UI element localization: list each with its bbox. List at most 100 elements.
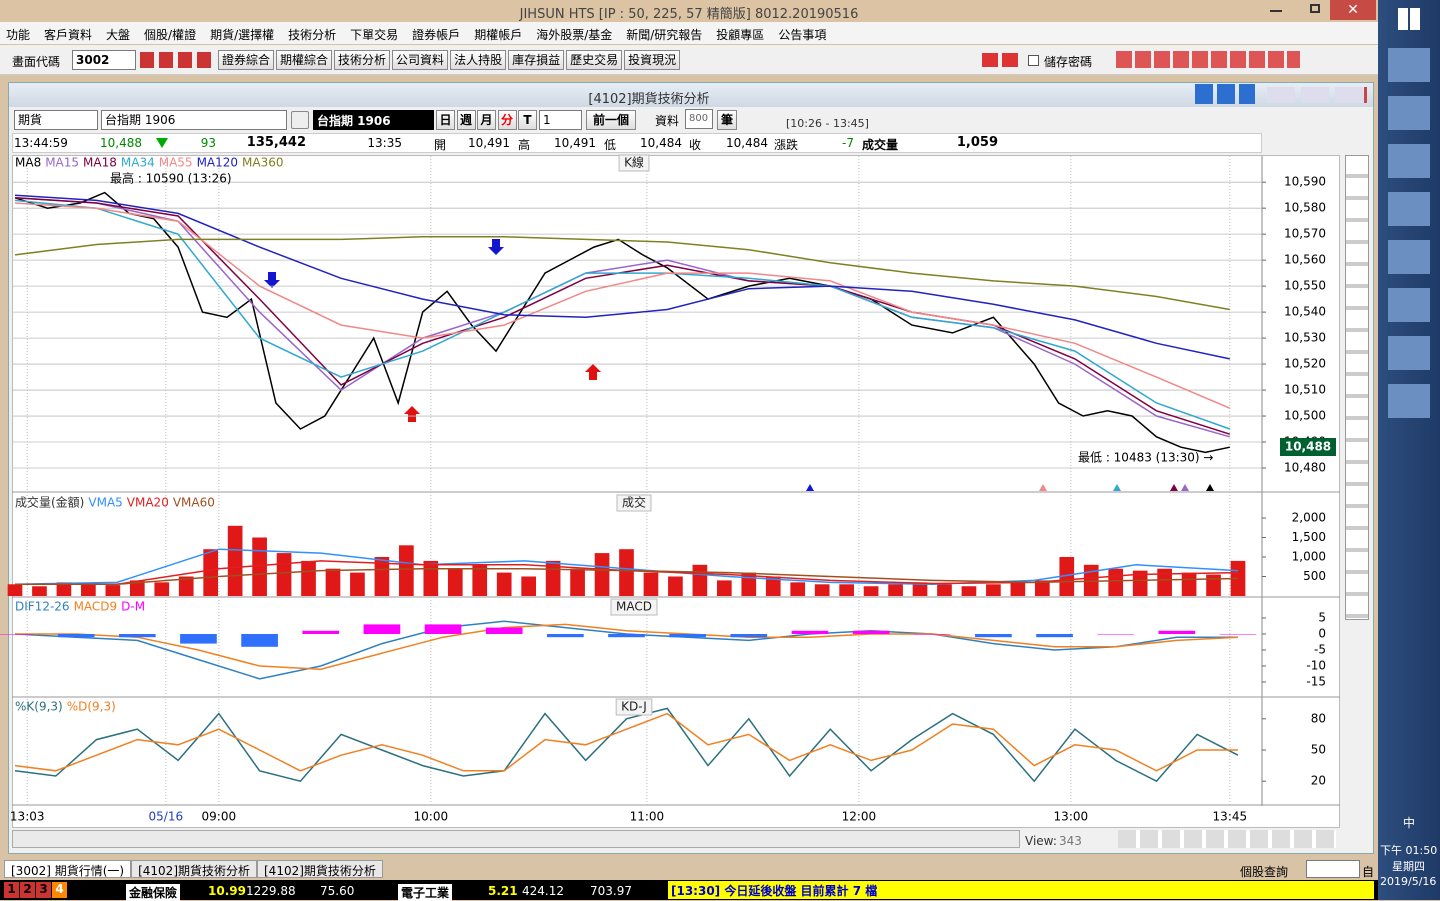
menu-item[interactable]: 客戶資料 — [44, 28, 93, 42]
change-label: 漲跌 — [774, 138, 799, 152]
taskbar: 中 下午 01:50 星期四 2019/5/16 — [1378, 0, 1440, 900]
toolbar-button[interactable]: 公司資料 — [392, 50, 449, 70]
data-unit[interactable]: 筆 — [717, 110, 737, 130]
toolbar-button[interactable]: 歷史交易 — [566, 50, 623, 70]
bar-time: 13:35 — [367, 136, 402, 150]
period-button[interactable]: 月 — [477, 110, 496, 130]
toolbar-button[interactable]: 期權綜合 — [276, 50, 333, 70]
symbol-input[interactable]: 台指期 1906 — [101, 110, 287, 130]
toolbar: 畫面代碼 3002 證券綜合 期權綜合 技術分析 公司資料 法人持股 庫存損益 歷史交易 投資… — [0, 45, 1378, 75]
self-label: 自 — [1362, 865, 1375, 879]
menu-item[interactable]: 技術分析 — [288, 28, 337, 42]
drawing-tools[interactable] — [1345, 155, 1369, 620]
menu-item[interactable]: 公告事項 — [778, 28, 827, 42]
prev-button[interactable]: 前一個 — [586, 110, 636, 130]
toolbar-button[interactable]: 法人持股 — [450, 50, 507, 70]
quote-price: 10,488 — [100, 136, 142, 150]
stock-query-input[interactable] — [1306, 860, 1360, 878]
volume-label: 成交量 — [862, 138, 899, 152]
tool-icons[interactable] — [1116, 51, 1300, 68]
sector2: 電子工業 — [398, 884, 453, 901]
close-button[interactable]: ✕ — [1330, 0, 1376, 20]
start-button[interactable] — [1398, 8, 1420, 30]
restore-button[interactable] — [1310, 4, 1320, 13]
toolbar-button[interactable]: 證券綜合 — [218, 50, 275, 70]
period-button[interactable]: 週 — [456, 110, 476, 130]
stock-query: 個股查詢 — [1240, 865, 1289, 879]
menu-item[interactable]: 大盤 — [106, 28, 131, 42]
open-label: 開 — [434, 138, 447, 152]
quote-time: 13:44:59 — [14, 136, 68, 150]
tab[interactable]: [4102]期貨技術分析 — [131, 860, 257, 878]
symbol-name: 台指期 1906 — [313, 110, 434, 130]
code-input[interactable]: 3002 — [72, 50, 136, 70]
clock-weekday: 星期四 — [1392, 860, 1425, 873]
level-button[interactable]: 4 — [52, 882, 67, 898]
toolbar-button[interactable]: 庫存損益 — [508, 50, 565, 70]
menu-item[interactable]: 投顧專區 — [716, 28, 765, 42]
total-volume: 135,442 — [246, 135, 306, 150]
time-range: [10:26 - 13:45] — [786, 117, 869, 130]
bar-change: -7 — [842, 136, 854, 150]
low: 10,484 — [640, 136, 682, 150]
low-label: 低 — [604, 138, 617, 152]
high-label: 高 — [518, 138, 531, 152]
save-password-label: 儲存密碼 — [1044, 55, 1093, 69]
menu-bar: 功能 客戶資料 大盤 個股/權證 期貨/選擇權 技術分析 下單交易 證券帳戶 期權帳戶 海外股票/… — [0, 22, 1378, 44]
period-button[interactable]: 分 — [497, 110, 517, 130]
s1-change: 10.99 — [208, 884, 246, 898]
save-checkbox[interactable] — [1028, 55, 1039, 66]
level-button[interactable]: 2 — [20, 882, 35, 898]
app-icons[interactable] — [1388, 42, 1430, 422]
clock-date: 2019/5/16 — [1380, 875, 1437, 888]
s1-index: 1229.88 — [246, 884, 296, 898]
s2-change: 5.21 — [488, 884, 518, 898]
menu-item[interactable]: 個股/權證 — [144, 28, 197, 42]
news: [13:30] 今日延後收盤 目前累計 7 檔 — [668, 881, 1374, 899]
tab[interactable]: [3002] 期貨行情(一) — [4, 860, 132, 878]
window-title: JIHSUN HTS [IP : 50, 225, 57 精簡版] 8012.2… — [519, 7, 859, 22]
nav-icons[interactable] — [982, 53, 1018, 67]
toolbar-button[interactable]: 投資現況 — [624, 50, 681, 70]
market-select[interactable]: 期貨 — [14, 110, 98, 130]
period-button[interactable]: 日 — [436, 110, 455, 130]
scroll-bar[interactable] — [12, 830, 1020, 848]
code-label: 畫面代碼 — [12, 55, 61, 69]
level-button[interactable]: 1 — [4, 882, 19, 898]
tab[interactable]: [4102]期貨技術分析 — [257, 860, 383, 878]
chart-area — [12, 155, 1340, 828]
menu-item[interactable]: 功能 — [6, 28, 31, 42]
menu-item[interactable]: 新聞/研究報告 — [626, 28, 703, 42]
close: 10,484 — [726, 136, 768, 150]
menu-item[interactable]: 海外股票/基金 — [536, 28, 613, 42]
panel-title: [4102]期貨技術分析 — [588, 92, 710, 107]
toolbar-button[interactable]: 技術分析 — [334, 50, 391, 70]
menu-item[interactable]: 下單交易 — [350, 28, 399, 42]
view-value: 343 — [1059, 834, 1082, 848]
quote-row — [12, 133, 1262, 153]
minimize-button[interactable] — [1270, 10, 1282, 12]
toolbar-icons[interactable] — [140, 52, 214, 68]
header-buttons[interactable] — [1195, 84, 1255, 104]
menu-item[interactable]: 期貨/選擇權 — [210, 28, 275, 42]
window-controls[interactable] — [1267, 87, 1367, 103]
s2-index: 424.12 — [522, 884, 564, 898]
close-label: 收 — [689, 138, 702, 152]
menu-item[interactable]: 期權帳戶 — [474, 28, 523, 42]
search-icon[interactable] — [291, 111, 309, 129]
menu-item[interactable]: 證券帳戶 — [412, 28, 461, 42]
data-count[interactable]: 800 — [685, 109, 713, 129]
sector1: 金融保險 — [126, 884, 181, 901]
chart-tools[interactable] — [1118, 830, 1336, 848]
level-button[interactable]: 3 — [36, 882, 51, 898]
s2-value: 703.97 — [590, 884, 632, 898]
interval-select[interactable]: 1 — [539, 110, 582, 130]
period-button[interactable]: T — [518, 110, 537, 130]
high: 10,491 — [554, 136, 596, 150]
view-label: View: — [1025, 834, 1057, 848]
quote-change: 93 — [200, 136, 216, 150]
volume: 1,059 — [956, 135, 998, 150]
clock-time: 下午 01:50 — [1380, 844, 1438, 857]
open: 10,491 — [468, 136, 510, 150]
tab-bar: [3002] 期貨行情(一) [4102]期貨技術分析 [4102]期貨技術分析 — [4, 860, 383, 878]
